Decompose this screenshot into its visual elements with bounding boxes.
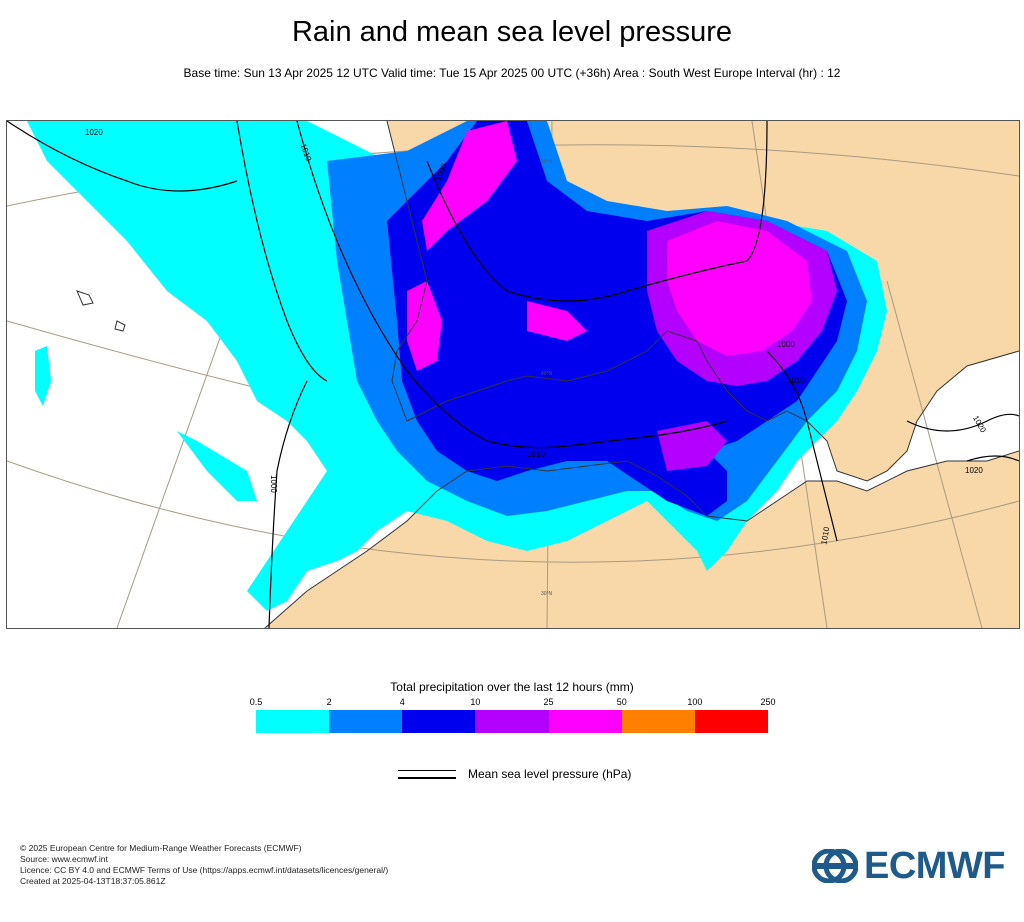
coastlines bbox=[76, 121, 1019, 628]
legend-tick: 250 bbox=[760, 697, 776, 707]
graticule-label-group: 30°N 40°N 50°N bbox=[541, 159, 553, 597]
graticule-label: 50°N bbox=[541, 159, 553, 165]
precip-cyan-atlantic-1 bbox=[35, 346, 51, 406]
ecmwf-logo: ECMWF bbox=[812, 844, 1006, 887]
colorbar-swatch bbox=[329, 710, 403, 733]
precip-magenta bbox=[667, 221, 812, 356]
precip-violet-sahara bbox=[657, 421, 727, 471]
isobar-label: 1020 bbox=[965, 466, 983, 475]
mslp-legend-label: Mean sea level pressure (hPa) bbox=[468, 767, 632, 781]
legend-ticks: 0.5 2 4 10 25 50 100 250 bbox=[250, 697, 776, 709]
isobar-label: 1000 bbox=[269, 475, 278, 493]
precipitation-layer bbox=[27, 121, 887, 611]
ecmwf-logo-text: ECMWF bbox=[864, 844, 1006, 887]
colorbar-swatch bbox=[694, 710, 768, 733]
ecmwf-logo-icon bbox=[812, 849, 858, 883]
precip-magenta-north bbox=[422, 121, 517, 251]
colorbar-swatch bbox=[621, 710, 695, 733]
chart-title: Rain and mean sea level pressure bbox=[291, 16, 733, 48]
legend-tick: 25 bbox=[543, 697, 554, 707]
colorbar-swatch bbox=[256, 710, 330, 733]
isobar-label: 1010 bbox=[787, 376, 805, 385]
isobar-label: 1010 bbox=[819, 526, 831, 546]
colorbar-swatch bbox=[402, 710, 476, 733]
credit-line: Licence: CC BY 4.0 and ECMWF Terms of Us… bbox=[20, 865, 389, 875]
legend-tick: 100 bbox=[687, 697, 703, 707]
credits: © 2025 European Centre for Medium-Range … bbox=[20, 843, 388, 887]
legend-tick: 50 bbox=[616, 697, 627, 707]
isobars bbox=[7, 121, 1019, 628]
legend-title: Total precipitation over the last 12 hou… bbox=[390, 680, 634, 694]
credit-line: © 2025 European Centre for Medium-Range … bbox=[20, 843, 302, 853]
colorbar-swatch bbox=[548, 710, 622, 733]
precip-cyan-atlantic-2 bbox=[177, 431, 257, 501]
legend-tick: 2 bbox=[326, 697, 332, 707]
isobar-label-group: 1020 1010 1000 1010 1000 1010 1020 1010 … bbox=[85, 128, 988, 545]
isobar-line-sample bbox=[398, 770, 456, 779]
graticule-label: 30°N bbox=[541, 591, 553, 597]
map-panel: 1020 1010 1000 1010 1000 1010 1020 1010 … bbox=[6, 120, 1020, 629]
map-canvas: 1020 1010 1000 1010 1000 1010 1020 1010 … bbox=[7, 121, 1019, 628]
precip-magenta-iberia bbox=[407, 281, 442, 371]
chart-subtitle: Base time: Sun 13 Apr 2025 12 UTC Valid … bbox=[183, 66, 841, 80]
isobar-label: 1010 bbox=[527, 450, 545, 459]
credit-line: Created at 2025-04-13T18:37:05.861Z bbox=[20, 876, 166, 886]
precip-magenta-med bbox=[527, 301, 587, 341]
isobar-label: 1020 bbox=[971, 414, 988, 434]
credit-line: Source: www.ecmwf.int bbox=[20, 854, 108, 864]
legend-tick: 0.5 bbox=[249, 697, 263, 707]
legend-tick: 4 bbox=[399, 697, 405, 707]
colorbar-swatch bbox=[475, 710, 549, 733]
isobar-label: 1000 bbox=[777, 340, 795, 349]
legend-tick: 10 bbox=[470, 697, 481, 707]
precipitation-colorbar bbox=[256, 710, 768, 733]
graticule-label: 40°N bbox=[541, 371, 553, 377]
isobar-label: 1020 bbox=[85, 128, 103, 137]
